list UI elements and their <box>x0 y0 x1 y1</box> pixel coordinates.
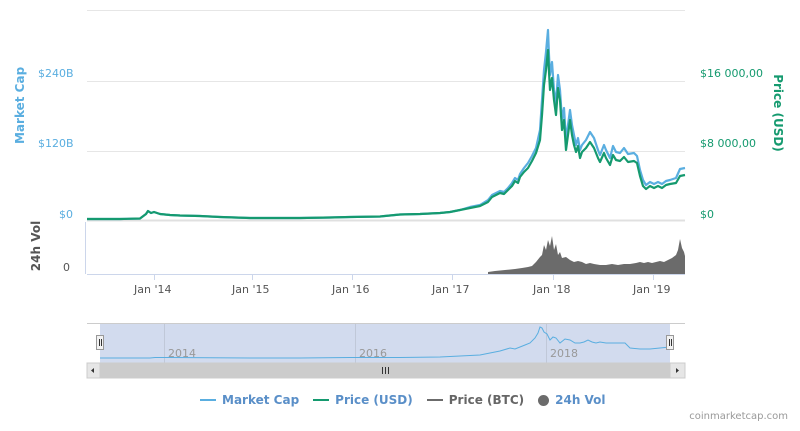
legend-item-price-btc[interactable]: Price (BTC) <box>426 393 525 407</box>
scrollbar-right-button[interactable] <box>670 363 685 378</box>
legend-line-icon <box>313 399 330 401</box>
navigator-label-2018: 2018 <box>550 347 578 360</box>
x-tick-jan-15: Jan '15 <box>232 283 270 296</box>
volume-axis-tick-0: 0 <box>63 261 70 274</box>
navigator-label-2014: 2014 <box>168 347 196 360</box>
navigator-series-line <box>100 326 671 359</box>
series-market-cap-line <box>87 28 686 221</box>
volume-axis-title: 24h Vol <box>29 220 43 272</box>
legend-label: Price (USD) <box>335 393 413 407</box>
scrollbar-left-arrow-icon <box>91 368 94 373</box>
left-axis-tick-240b: $240B <box>38 67 74 80</box>
credits-link[interactable]: coinmarketcap.com <box>689 411 788 422</box>
legend-label: 24h Vol <box>555 393 606 407</box>
x-tick-marks <box>154 274 654 280</box>
legend-item-24h-vol[interactable]: 24h Vol <box>538 393 606 407</box>
chart-legend: Market Cap Price (USD) Price (BTC) 24h V… <box>200 393 606 407</box>
legend-line-icon <box>200 399 216 401</box>
legend-item-price-usd[interactable]: Price (USD) <box>313 393 413 407</box>
navigator-handle-left[interactable] <box>96 335 104 350</box>
left-axis-tick-0: $0 <box>59 208 73 221</box>
x-tick-jan-17: Jan '17 <box>432 283 470 296</box>
legend-label: Market Cap <box>222 393 300 407</box>
scrollbar-right-arrow-icon <box>676 368 679 373</box>
x-tick-jan-18: Jan '18 <box>533 283 571 296</box>
legend-dot-icon <box>538 394 550 406</box>
right-axis-tick-8000: $8 000,00 <box>700 137 756 150</box>
x-tick-jan-16: Jan '16 <box>332 283 370 296</box>
legend-label: Price (BTC) <box>448 393 525 407</box>
navigator-label-2016: 2016 <box>359 347 387 360</box>
right-axis-tick-16000: $16 000,00 <box>700 67 763 80</box>
scrollbar-grip-icon <box>382 367 389 374</box>
x-tick-jan-14: Jan '14 <box>134 283 172 296</box>
navigator-handle-right[interactable] <box>666 335 674 350</box>
navigator-gridlines <box>164 324 547 363</box>
right-axis-title: Price (USD) <box>771 74 785 152</box>
right-axis-tick-0: $0 <box>700 208 714 221</box>
legend-item-market-cap[interactable]: Market Cap <box>200 393 299 407</box>
scrollbar-drag-thumb[interactable] <box>100 363 670 378</box>
x-tick-jan-19: Jan '19 <box>633 283 671 296</box>
gridlines <box>87 10 685 152</box>
left-axis-tick-120b: $120B <box>38 137 74 150</box>
series-price-usd-line <box>87 48 686 221</box>
series-24h-vol-columns <box>488 236 685 274</box>
scrollbar-left-button[interactable] <box>87 363 100 378</box>
left-axis-title: Market Cap <box>13 66 27 144</box>
legend-line-icon <box>426 399 443 401</box>
